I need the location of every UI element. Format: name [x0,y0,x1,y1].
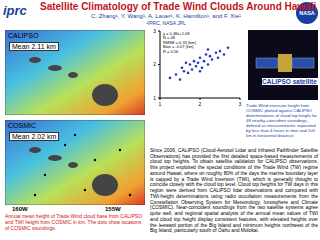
svg-text:3: 3 [239,101,242,107]
html-text:Annual mean height of Trade Wi: Annual mean height of Trade Wind cloud b… [5,213,142,231]
html-text:N = 48: N = 48 [163,35,175,41]
html-text:155W: 155W [105,206,121,212]
svg-text:1: 1 [159,101,162,107]
html-text:CALIPSO satellite: CALIPSO satellite [262,78,317,85]
html-text:¹IPRC, NASA JPL: ¹IPRC, NASA JPL [146,20,186,26]
html-text:Since 2006, CALIPSO (Cloud-Aer: Since 2006, CALIPSO (Cloud-Aerosol Lidar… [150,148,318,234]
html-text:Satellite Climatology of Trade: Satellite Climatology of Trade Wind Clou… [40,1,317,12]
html-text:y = 0.48x+1.08: y = 0.48x+1.08 [163,31,190,36]
html-text:Bias = -0.07 (km): Bias = -0.07 (km) [163,44,194,50]
svg-text:3: 3 [153,28,156,34]
html-text:NASA: NASA [299,10,315,16]
html-text:C. Zhang¹, Y. Wang¹, A. Lauer¹: C. Zhang¹, Y. Wang¹, A. Lauer¹, K. Hamil… [91,13,241,19]
html-text:160W: 160W [12,206,28,212]
svg-text:1: 1 [153,95,156,101]
html-text:Trade Wind inversion height fr: Trade Wind inversion height from COSMIC … [246,103,317,138]
html-text:Mean 2.11 km: Mean 2.11 km [12,43,56,50]
html-text:COSMIC: COSMIC [8,122,36,129]
html-text:RMSE = 0.33 (km): RMSE = 0.33 (km) [163,39,196,45]
html-text:Mean 2.02 km: Mean 2.02 km [12,133,57,140]
html-text:R = 0.56: R = 0.56 [163,48,179,54]
svg-text:2: 2 [153,61,156,67]
html-text:CALIPSO: CALIPSO [8,32,39,39]
svg-text:2: 2 [199,101,202,107]
html-text:iprc: iprc [3,3,27,18]
